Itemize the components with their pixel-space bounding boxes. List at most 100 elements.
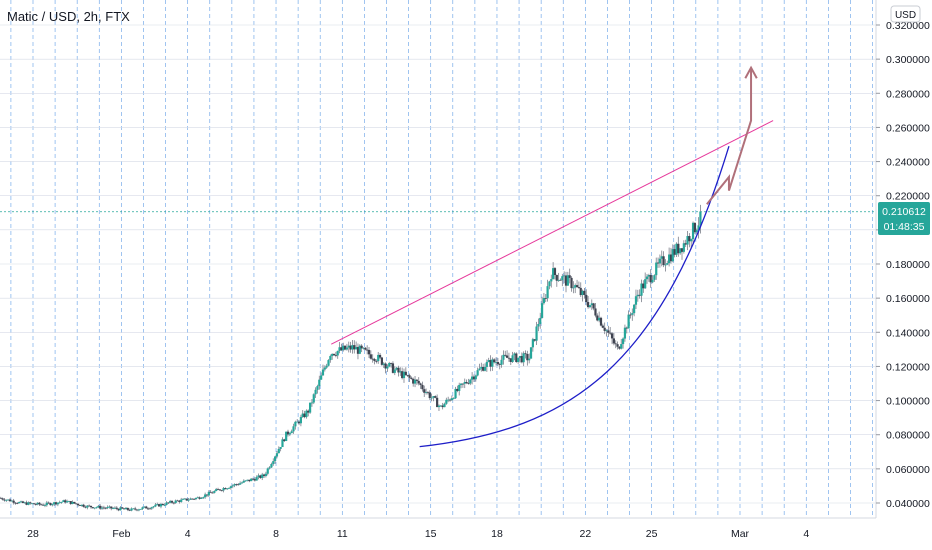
candle-body — [380, 357, 383, 365]
candle-body — [535, 326, 538, 341]
price-tick-label: 0.120000 — [886, 361, 930, 373]
candle-body — [540, 303, 544, 318]
candle-body — [691, 222, 695, 240]
candle-body — [550, 279, 553, 282]
candle-body — [669, 254, 673, 262]
candle-body — [461, 383, 465, 385]
candle-body — [634, 296, 638, 305]
candle-body — [159, 503, 163, 507]
candle-body — [132, 508, 135, 510]
candle-body — [402, 371, 406, 379]
candle-body — [277, 448, 280, 454]
candle-body — [176, 500, 179, 502]
candle-body — [25, 502, 28, 505]
candle-body — [100, 507, 104, 509]
candle-body — [146, 508, 150, 510]
candle-body — [428, 392, 431, 399]
candle-body — [21, 501, 24, 503]
candle-body — [128, 509, 131, 511]
candle-body — [546, 286, 549, 299]
candle-body — [574, 285, 577, 288]
candle-body — [71, 501, 74, 504]
parabolic-curve[interactable] — [419, 146, 730, 448]
candle-body — [649, 275, 652, 283]
candle-body — [113, 507, 117, 509]
candle-body — [644, 279, 647, 289]
candle-body — [130, 508, 133, 511]
candle-body — [364, 347, 367, 350]
candle-body — [668, 254, 671, 264]
candle-body — [517, 357, 520, 362]
trend-line[interactable] — [331, 120, 774, 345]
candle-body — [378, 354, 382, 358]
candle-body — [552, 268, 555, 280]
candle-body — [384, 363, 387, 369]
candle-body — [655, 262, 658, 276]
candle-body — [174, 500, 177, 503]
candle-body — [439, 405, 442, 407]
candle-body — [318, 379, 321, 387]
candle-body — [152, 506, 155, 508]
candle-body — [205, 494, 209, 496]
projection-arrow[interactable] — [706, 65, 758, 205]
candle-body — [45, 502, 48, 506]
price-tick-label: 0.080000 — [886, 430, 930, 442]
candle-body — [362, 347, 365, 349]
candle-body — [391, 363, 395, 373]
candle-body — [30, 503, 34, 505]
candle-body — [419, 383, 422, 385]
candle-body — [251, 478, 255, 480]
candle-body — [553, 268, 557, 275]
candle-body — [482, 366, 485, 371]
candle-body — [494, 362, 498, 363]
candle-body — [216, 489, 220, 490]
time-scale-ticks: 28 Feb 4 8 11 15 18 22 25 Mar 4 — [27, 528, 809, 540]
candle-body — [29, 502, 32, 504]
candle-body — [18, 502, 21, 504]
candle-body — [621, 338, 625, 345]
candle-body — [91, 507, 94, 509]
candle-body — [609, 332, 612, 334]
candle-body — [375, 360, 378, 362]
price-scale-background — [876, 0, 932, 518]
candle-body — [524, 353, 527, 355]
candle-body — [518, 356, 522, 358]
candle-body — [117, 508, 120, 511]
candle-body — [64, 500, 67, 503]
candle-body — [262, 474, 266, 477]
candle-body — [23, 502, 26, 504]
candle-body — [697, 225, 700, 231]
candle-body — [279, 447, 282, 449]
candle-body — [412, 378, 415, 384]
candle-body — [111, 508, 115, 510]
candle-body — [437, 405, 441, 408]
candle-body — [310, 402, 314, 404]
candle-body — [281, 439, 284, 448]
candle-body — [246, 479, 249, 481]
candle-body — [367, 349, 371, 355]
candlesticks — [0, 204, 702, 512]
candle-body — [474, 375, 477, 380]
candle-body — [204, 494, 207, 498]
price-tick-label: 0.300000 — [886, 54, 930, 66]
candle-body — [529, 347, 533, 359]
candle-body — [496, 362, 499, 365]
candle-body — [493, 359, 496, 363]
candle-body — [500, 359, 503, 365]
candle-body — [233, 484, 236, 486]
candle-body — [47, 502, 50, 504]
time-tick-label: 18 — [491, 528, 503, 540]
candle-body — [454, 388, 457, 399]
time-tick-label: 25 — [646, 528, 658, 540]
candle-body — [320, 375, 323, 380]
candle-body — [244, 480, 247, 482]
candle-body — [555, 274, 558, 281]
candle-body — [404, 371, 407, 375]
candle-body — [194, 497, 198, 500]
candle-body — [465, 381, 468, 384]
candle-body — [448, 399, 452, 401]
last-price-value: 0.210612 — [882, 206, 926, 218]
currency-badge[interactable] — [890, 5, 921, 23]
candle-body — [592, 303, 595, 309]
